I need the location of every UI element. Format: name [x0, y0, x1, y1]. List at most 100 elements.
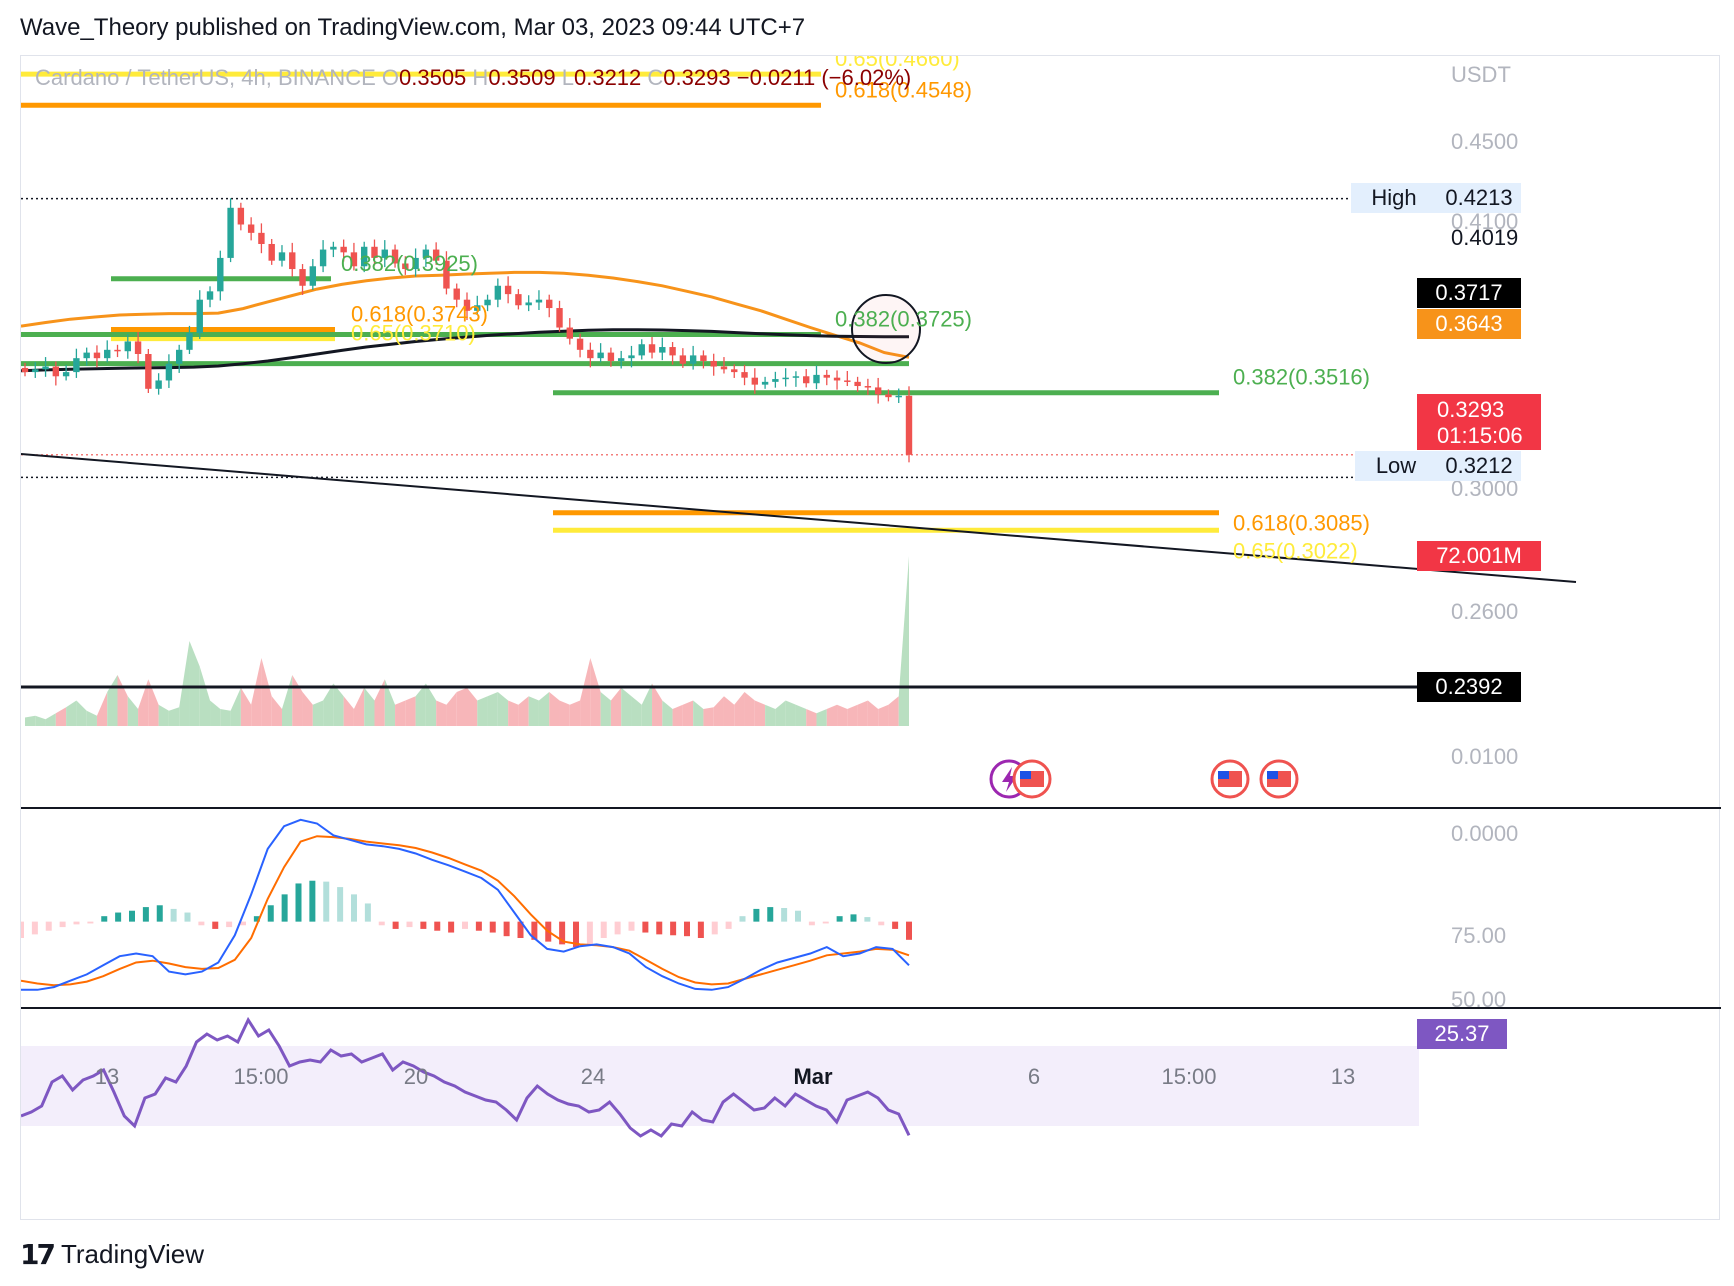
event-icon-us-flag-1[interactable]: [1012, 759, 1052, 799]
volume-area-segment: [518, 696, 529, 726]
label-layer: 0.65(0.4660) 0.618(0.4548) 0.382(0.3925) 0.…: [35, 56, 1541, 1089]
macd-histogram-bar: [226, 921, 233, 928]
rsi-band-layer: [21, 1046, 1419, 1126]
macd-histogram-bar: [115, 912, 122, 922]
legend-part: L: [562, 65, 574, 90]
volume-area-segment: [487, 692, 498, 726]
volume-area-segment: [395, 700, 406, 726]
time-axis-label: 13: [95, 1064, 119, 1089]
volume-area-segment: [96, 692, 108, 726]
trading-chart[interactable]: 0.65(0.4660) 0.618(0.4548) 0.382(0.3925) 0.…: [21, 56, 1721, 1221]
volume-area-segment: [281, 675, 293, 726]
candle-body: [52, 366, 60, 377]
fib-layer: [21, 71, 1419, 689]
volume-area-segment: [117, 675, 128, 726]
macd-histogram-bar: [850, 914, 857, 922]
candle-body: [463, 299, 471, 311]
event-icon-us-flag-3[interactable]: [1259, 759, 1299, 799]
rsi-layer: [21, 1016, 911, 1138]
rsi-current-tag: 25.37: [1434, 1021, 1489, 1046]
candle-body: [114, 349, 121, 352]
volume-area-segment: [45, 713, 56, 726]
support-tag: 0.2392: [1435, 674, 1502, 699]
candle-body: [679, 355, 687, 364]
last-price-value: 0.3293: [1437, 397, 1504, 422]
candle-body: [782, 377, 789, 380]
volume-area-segment: [271, 696, 282, 726]
event-icon-us-flag-2[interactable]: [1210, 759, 1250, 799]
volume-area-segment: [158, 704, 169, 726]
volume-area-segment: [693, 700, 704, 726]
volume-area-segment: [230, 687, 241, 726]
lightning-icon: [1002, 767, 1017, 792]
macd-histogram-bar: [337, 887, 344, 922]
low-tag-label: Low: [1376, 453, 1416, 478]
macd-histogram-bar: [600, 921, 607, 938]
macd-histogram-bar: [697, 921, 704, 938]
volume-area-segment: [25, 715, 36, 726]
candle-body: [93, 352, 101, 359]
legend-part: Cardano / TetherUS, 4h, BINANCE: [35, 65, 382, 90]
fib-level-label: 0.382(0.3516): [1233, 365, 1370, 390]
candle-body: [391, 249, 399, 264]
ema-orange-line: [21, 270, 910, 359]
macd-histogram-bar: [129, 910, 135, 922]
macd-histogram-bar: [489, 921, 496, 933]
macd-histogram-bar: [448, 921, 455, 933]
volume-area-segment: [343, 696, 354, 726]
volume-area-segment: [754, 700, 766, 726]
candle-body: [206, 291, 214, 300]
candle-body: [309, 266, 317, 286]
candle-body: [617, 358, 625, 361]
volume-area-segment: [127, 696, 139, 726]
candle-body: [556, 308, 563, 328]
volume-tag: 72.001M: [1436, 543, 1522, 568]
volume-area-segment: [559, 700, 570, 726]
candle-body: [217, 257, 224, 292]
rsi-tick-label: 50.00: [1451, 987, 1506, 1012]
volume-area-segment: [497, 692, 509, 726]
macd-histogram-bar: [170, 908, 177, 922]
candle-body: [566, 327, 573, 339]
volume-area-segment: [703, 707, 714, 726]
candle-body: [289, 252, 296, 270]
candle-body: [186, 333, 193, 350]
candle-body: [62, 372, 70, 377]
candle-body: [268, 243, 275, 261]
candle-body: [648, 344, 656, 353]
candle-body: [741, 372, 748, 378]
candle-body: [905, 395, 913, 455]
volume-area-segment: [374, 679, 385, 726]
volume-area-segment: [857, 700, 868, 726]
volume-area-segment: [446, 692, 457, 726]
volume-area-segment: [816, 709, 827, 726]
ema-black-tag: 0.3717: [1435, 280, 1502, 305]
tradingview-footer[interactable]: 17 TradingView: [20, 1238, 204, 1271]
candle-body: [21, 367, 29, 373]
macd-histogram-bar: [434, 921, 441, 931]
macd-histogram-bar: [642, 921, 649, 933]
ema-orange-tag-bg: [1417, 309, 1521, 339]
macd-histogram-bar: [281, 894, 288, 922]
time-axis-label: 13: [1331, 1064, 1355, 1089]
candle-body: [628, 355, 635, 359]
candle-body: [330, 246, 337, 250]
macd-histogram-bar: [267, 905, 274, 922]
volume-area-segment: [220, 709, 231, 726]
volume-area-segment: [641, 683, 653, 726]
candle-body: [494, 285, 502, 300]
volume-area-segment: [384, 679, 396, 726]
price-tick-label: 0.4500: [1451, 129, 1518, 154]
volume-area-segment: [436, 700, 447, 726]
volume-area-segment: [652, 683, 663, 726]
volume-area-segment: [353, 687, 365, 726]
candle-body: [689, 355, 697, 364]
macd-histogram-bar: [73, 921, 80, 925]
macd-histogram-bar: [767, 907, 774, 922]
publication-header: Wave_Theory published on TradingView.com…: [20, 14, 806, 41]
candle-body: [751, 377, 759, 385]
high-tag-value-bg: [1437, 183, 1521, 213]
volume-area-segment: [179, 641, 190, 726]
macd-histogram-bar: [573, 921, 579, 948]
volume-area-segment: [415, 683, 426, 726]
